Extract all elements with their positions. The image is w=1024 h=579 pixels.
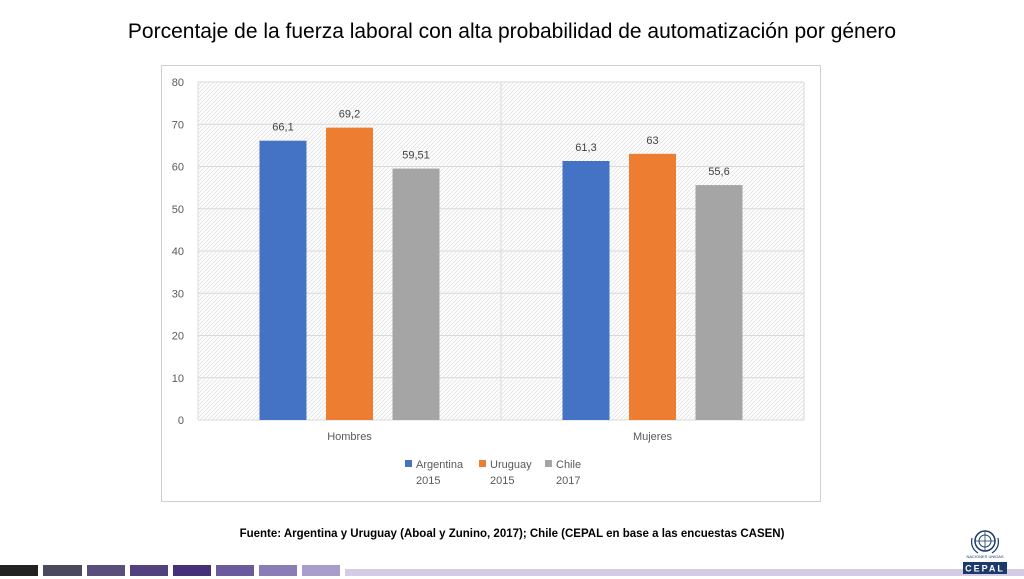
bar — [392, 168, 440, 420]
x-tick-label: Hombres — [327, 431, 372, 443]
y-tick-label: 50 — [172, 204, 184, 216]
y-tick-label: 30 — [172, 288, 184, 300]
legend-label-year: 2015 — [416, 475, 440, 487]
legend-label: Uruguay — [490, 459, 532, 471]
legend-label: Chile — [556, 459, 581, 471]
legend-swatch — [479, 460, 486, 467]
y-tick-label: 70 — [172, 119, 184, 131]
bar-chart: 0 10 20 30 40 50 60 70 80 66,1 69,2 59,51 Hombres 61,… — [172, 77, 805, 487]
legend-swatch — [545, 460, 552, 467]
data-label: 59,51 — [402, 150, 430, 162]
bar — [695, 185, 743, 420]
un-emblem-icon: NACIONES UNIDAS CEPAL — [963, 530, 1007, 574]
cepal-logo: NACIONES UNIDAS CEPAL — [960, 528, 1010, 574]
bar — [259, 140, 307, 420]
y-tick-label: 40 — [172, 246, 184, 258]
data-label: 61,3 — [575, 142, 596, 154]
legend-label-year: 2017 — [556, 475, 580, 487]
bar — [326, 127, 373, 420]
page-title: Porcentaje de la fuerza laboral con alta… — [127, 20, 897, 43]
y-tick-label: 0 — [178, 415, 184, 427]
footer-color-bar — [0, 565, 340, 576]
data-label: 69,2 — [339, 109, 360, 121]
cepal-text: CEPAL — [965, 564, 1005, 574]
y-tick-label: 80 — [172, 77, 184, 89]
x-tick-label: Mujeres — [633, 431, 673, 443]
un-text: NACIONES UNIDAS — [966, 554, 1003, 559]
footer-line — [345, 569, 1024, 576]
bar — [629, 153, 676, 420]
bar — [562, 161, 610, 420]
source-note: Fuente: Argentina y Uruguay (Aboal y Zun… — [239, 528, 785, 540]
data-label: 63 — [646, 135, 658, 147]
y-tick-label: 10 — [172, 373, 184, 385]
y-tick-label: 20 — [172, 331, 184, 343]
data-label: 66,1 — [272, 122, 293, 134]
chart-frame: 0 10 20 30 40 50 60 70 80 66,1 69,2 59,51 Hombres 61,… — [161, 65, 821, 502]
legend-label: Argentina — [416, 459, 464, 471]
legend-swatch — [405, 460, 412, 467]
y-tick-label: 60 — [172, 162, 184, 174]
data-label: 55,6 — [708, 166, 729, 178]
legend-label-year: 2015 — [490, 475, 514, 487]
